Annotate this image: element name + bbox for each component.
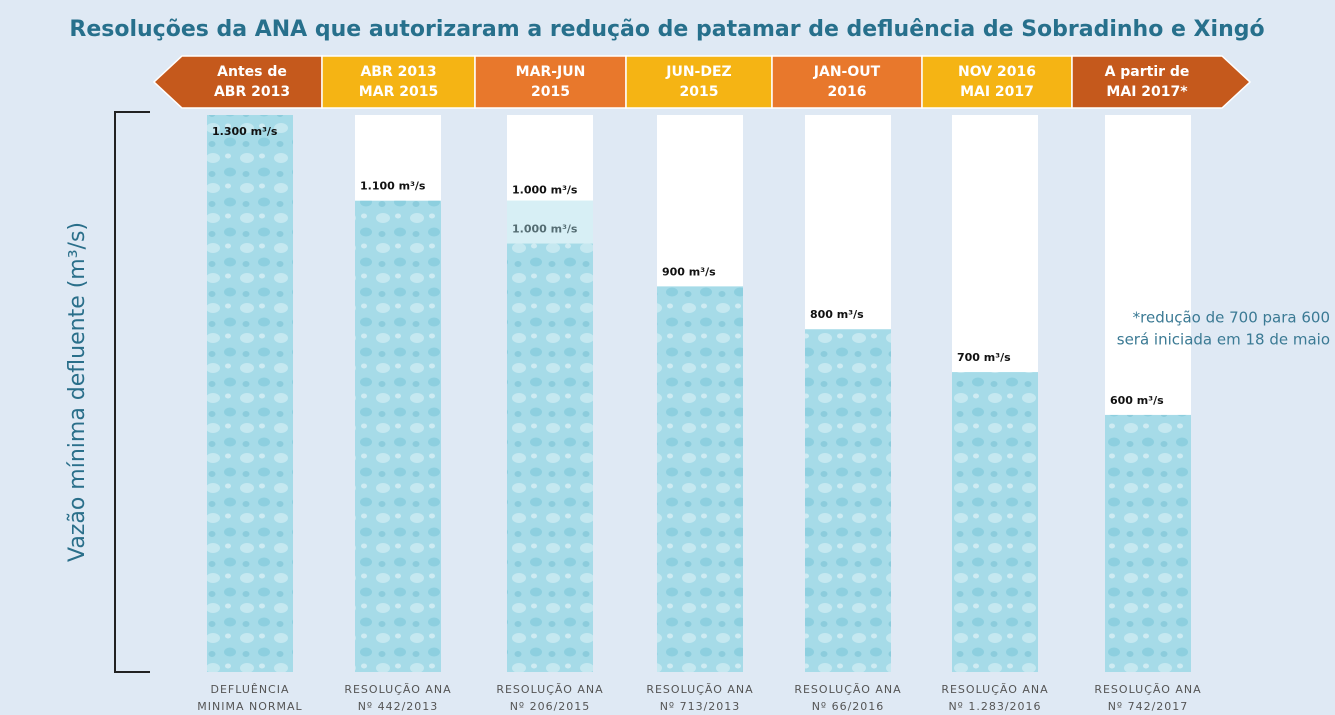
chart-title: Resoluções da ANA que autorizaram a redu… bbox=[69, 17, 1264, 42]
x-tick-label: RESOLUÇÃO ANA bbox=[1094, 683, 1201, 696]
bar-texture bbox=[355, 200, 441, 672]
x-tick-label: RESOLUÇÃO ANA bbox=[646, 683, 753, 696]
period-label: 2016 bbox=[828, 84, 867, 100]
value-label: 700 m³/s bbox=[957, 351, 1011, 364]
period-label: JAN-OUT bbox=[813, 64, 881, 80]
x-tick-label: Nº 442/2013 bbox=[358, 700, 439, 713]
x-tick-label: Nº 66/2016 bbox=[812, 700, 885, 713]
value-label: 1.000 m³/s bbox=[512, 223, 578, 236]
value-label: 600 m³/s bbox=[1110, 394, 1164, 407]
note: *redução de 700 para 600 bbox=[1133, 309, 1330, 327]
y-axis-label: Vazão mínima defluente (m³/s) bbox=[65, 222, 90, 562]
bar-texture bbox=[207, 115, 293, 672]
x-tick-label: Nº 742/2017 bbox=[1108, 700, 1189, 713]
value-label: 1.100 m³/s bbox=[360, 180, 426, 193]
x-tick-label: MINIMA NORMAL bbox=[197, 700, 302, 713]
bar-texture bbox=[1105, 414, 1191, 672]
period-label: NOV 2016 bbox=[958, 64, 1036, 80]
x-tick-label: RESOLUÇÃO ANA bbox=[941, 683, 1048, 696]
period-label: MAI 2017 bbox=[960, 84, 1034, 100]
bar-texture bbox=[952, 372, 1038, 672]
period-label: MAR 2015 bbox=[359, 84, 438, 100]
x-tick-label: DEFLUÊNCIA bbox=[210, 683, 289, 696]
period-label: 2015 bbox=[680, 84, 719, 100]
period-label: JUN-DEZ bbox=[665, 64, 731, 80]
x-tick-label: Nº 206/2015 bbox=[510, 700, 591, 713]
period-label: MAR-JUN bbox=[516, 64, 586, 80]
bar-texture bbox=[507, 243, 593, 673]
x-tick-label: Nº 713/2013 bbox=[660, 700, 741, 713]
value-label: 800 m³/s bbox=[810, 308, 864, 321]
period-label: ABR 2013 bbox=[360, 64, 436, 80]
value-label: 900 m³/s bbox=[662, 265, 716, 278]
period-band bbox=[152, 55, 323, 109]
x-tick-label: RESOLUÇÃO ANA bbox=[794, 683, 901, 696]
bar-texture bbox=[805, 329, 891, 672]
period-band bbox=[1071, 55, 1252, 109]
period-label: ABR 2013 bbox=[214, 84, 290, 100]
period-label: Antes de bbox=[217, 64, 287, 80]
value-label: 1.300 m³/s bbox=[212, 125, 278, 138]
period-label: 2015 bbox=[531, 84, 570, 100]
x-tick-label: Nº 1.283/2016 bbox=[948, 700, 1041, 713]
faded-band bbox=[507, 200, 593, 244]
period-label: A partir de bbox=[1105, 64, 1190, 80]
period-label: MAI 2017* bbox=[1106, 84, 1188, 100]
bar-texture bbox=[657, 286, 743, 672]
axis-bracket bbox=[114, 111, 150, 673]
x-tick-label: RESOLUÇÃO ANA bbox=[496, 683, 603, 696]
note: será iniciada em 18 de maio bbox=[1117, 331, 1330, 349]
x-tick-label: RESOLUÇÃO ANA bbox=[344, 683, 451, 696]
annotation: 1.000 m³/s bbox=[512, 184, 578, 197]
